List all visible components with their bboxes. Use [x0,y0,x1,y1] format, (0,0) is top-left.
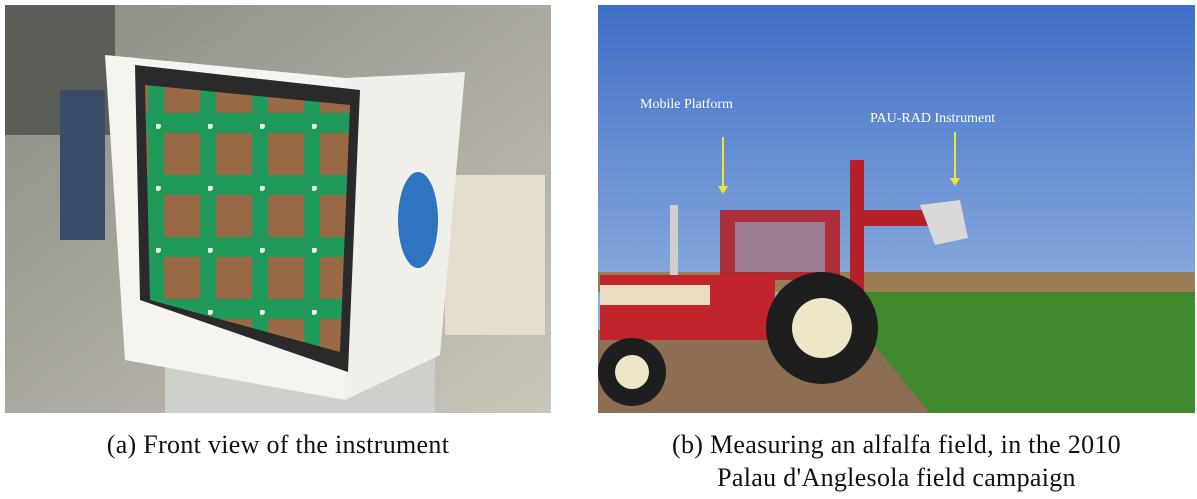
logo [398,172,438,268]
hood-stripe [600,285,710,305]
caption: (a) Front view of the instrument [5,430,551,460]
page: Figure {"subfigures": [ {"caption": "(a)… [0,0,1197,499]
coat [60,90,105,240]
cabinet [445,175,545,335]
photo-instrument [5,5,551,413]
annotation: PAU-RAD Instrument [870,111,995,126]
caption-line: Palau d'Anglesola field campaign [598,463,1195,493]
hood [600,275,775,340]
figure: Mobile Platform PAU-RAD Instrument (a) F… [0,0,1197,499]
front-hub [615,355,649,389]
exhaust [670,205,678,280]
rear-hub [792,298,852,358]
photos: Mobile Platform PAU-RAD Instrument [0,0,1197,420]
cab-window [735,222,825,272]
annotation: Mobile Platform [640,97,733,112]
photo-tractor: Mobile Platform PAU-RAD Instrument [598,5,1195,413]
caption-line: (b) Measuring an alfalfa field, in the 2… [598,430,1195,460]
